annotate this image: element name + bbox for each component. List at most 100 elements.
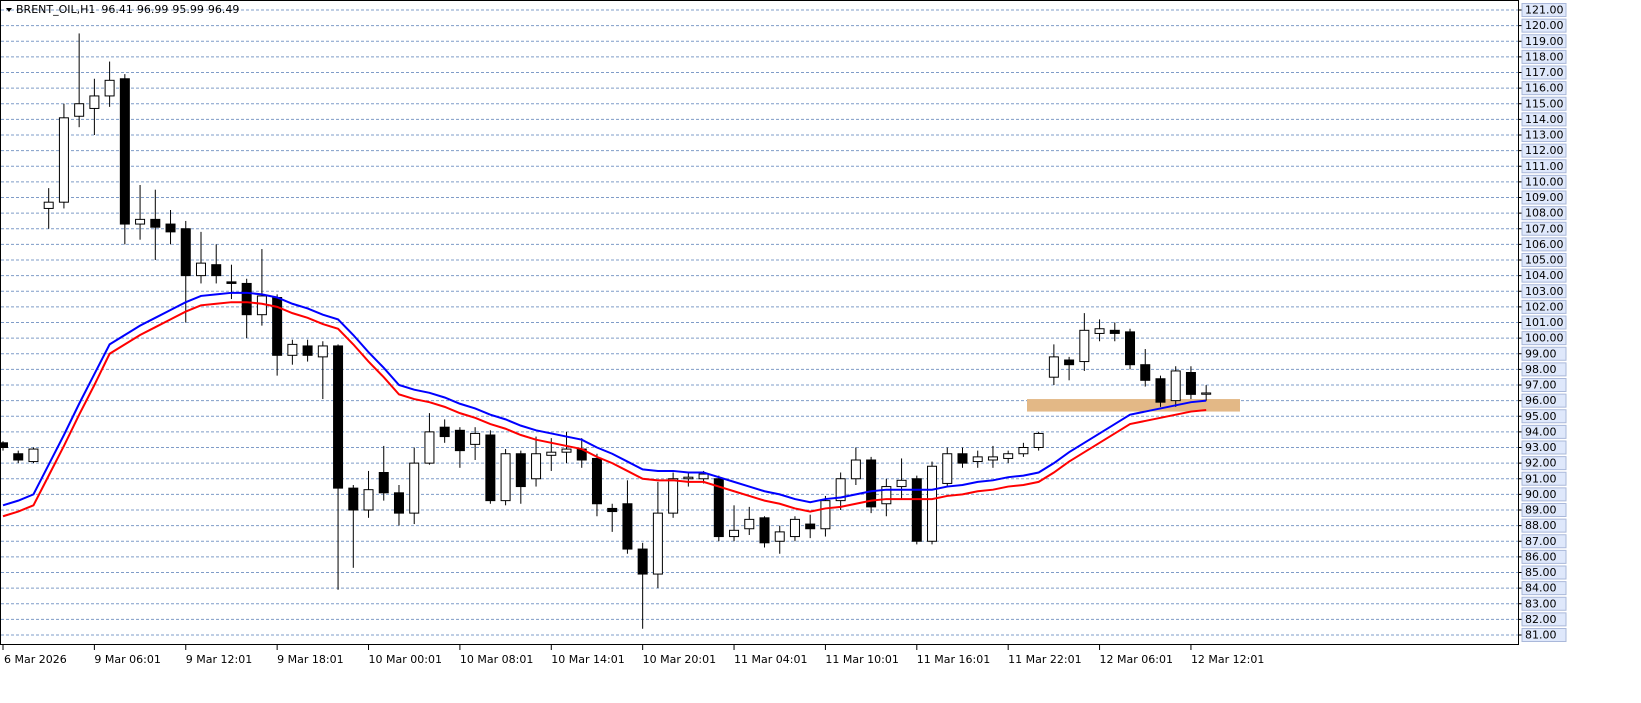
candle-body	[1079, 329, 1090, 363]
y-tick-label: 107.00	[1525, 222, 1564, 235]
candle-body	[652, 512, 663, 575]
y-label-box	[1521, 565, 1567, 580]
y-label-box	[1521, 409, 1567, 424]
y-label-box	[1521, 174, 1567, 189]
y-tick-label: 121.00	[1525, 4, 1564, 17]
y-label-box	[1521, 206, 1567, 221]
moving-average	[2, 291, 1207, 507]
moving-average	[2, 301, 1207, 518]
x-tick-label: 9 Mar 06:01	[94, 653, 160, 666]
chart-header: BRENT_OIL,H1 96.41 96.99 95.99 96.49	[16, 3, 239, 16]
candle-body	[74, 103, 85, 117]
candle-body	[409, 462, 420, 514]
y-label-box	[1521, 253, 1567, 267]
candle-body	[58, 117, 69, 203]
price-zone	[1027, 399, 1240, 412]
candle-body	[485, 434, 496, 502]
candle-body	[774, 531, 785, 542]
candle-body	[1155, 378, 1166, 403]
y-tick-label: 99.00	[1525, 347, 1557, 360]
candle-body	[43, 201, 54, 209]
candle-body	[302, 345, 313, 356]
x-tick-label: 11 Mar 04:01	[734, 653, 807, 666]
x-tick-label: 11 Mar 10:01	[825, 653, 898, 666]
candle-body	[1185, 372, 1196, 395]
y-label-box	[1521, 18, 1567, 33]
y-label-box	[1521, 331, 1567, 346]
y-tick-label: 83.00	[1525, 597, 1557, 610]
y-label-box	[1521, 549, 1567, 564]
y-tick-label: 118.00	[1525, 50, 1564, 63]
candle-body	[607, 507, 618, 513]
y-label-box	[1521, 581, 1567, 596]
x-tick-label: 6 Mar 2026	[4, 653, 67, 666]
candle-body	[942, 453, 953, 484]
x-tick-label: 10 Mar 14:01	[551, 653, 624, 666]
y-tick-label: 112.00	[1525, 144, 1564, 157]
candle-body	[89, 95, 100, 109]
y-tick-label: 84.00	[1525, 582, 1557, 595]
candle-body	[1201, 392, 1212, 395]
candle-body	[1094, 328, 1105, 334]
y-label-box	[1521, 487, 1567, 502]
candle-body	[393, 492, 404, 514]
candle-body	[1018, 447, 1029, 455]
y-label-box	[1521, 128, 1567, 142]
y-label-box	[1521, 362, 1567, 377]
y-tick-label: 98.00	[1525, 363, 1557, 376]
y-label-box	[1521, 237, 1567, 252]
candle-body	[470, 432, 481, 445]
y-label-box	[1521, 159, 1567, 174]
y-tick-label: 109.00	[1525, 191, 1564, 204]
candle-body	[287, 343, 298, 356]
candle-body	[317, 345, 328, 358]
candle-body	[135, 218, 146, 225]
candle-body	[622, 503, 633, 550]
y-label-box	[1521, 49, 1567, 64]
candle-body	[119, 78, 130, 225]
y-tick-label: 82.00	[1525, 613, 1557, 626]
candle-body	[1033, 432, 1044, 448]
y-label-box	[1521, 190, 1567, 205]
y-label-box	[1521, 393, 1567, 408]
y-tick-label: 103.00	[1525, 285, 1564, 298]
candle-body	[957, 453, 968, 464]
y-label-box	[1521, 424, 1567, 439]
y-tick-label: 120.00	[1525, 19, 1564, 32]
y-tick-label: 97.00	[1525, 379, 1557, 392]
candle-body	[211, 264, 222, 277]
candle-body	[927, 465, 938, 542]
y-tick-label: 111.00	[1525, 160, 1564, 173]
x-tick-label: 10 Mar 20:01	[643, 653, 716, 666]
y-tick-label: 101.00	[1525, 316, 1564, 329]
y-tick-label: 92.00	[1525, 457, 1557, 470]
candle-body	[1170, 370, 1181, 402]
candle-body	[13, 453, 24, 461]
candle-body	[850, 459, 861, 480]
candle-body	[333, 345, 344, 489]
y-tick-label: 115.00	[1525, 97, 1564, 110]
candle-body	[1064, 359, 1075, 366]
x-tick-label: 11 Mar 16:01	[917, 653, 990, 666]
candle-body	[500, 453, 511, 502]
candle-body	[515, 453, 526, 488]
y-tick-label: 86.00	[1525, 550, 1557, 563]
y-label-box	[1521, 346, 1567, 361]
y-tick-label: 114.00	[1525, 113, 1564, 126]
y-label-box	[1521, 3, 1567, 17]
candle-body	[531, 453, 542, 480]
candle-body	[454, 429, 465, 452]
y-label-box	[1521, 612, 1567, 627]
candle-body	[698, 473, 709, 480]
candle-body	[0, 442, 8, 448]
y-label-box	[1521, 534, 1567, 549]
candle-body	[972, 456, 983, 463]
candle-body	[729, 529, 740, 538]
y-tick-label: 119.00	[1525, 35, 1564, 48]
x-tick-label: 12 Mar 12:01	[1191, 653, 1264, 666]
candle-body	[835, 478, 846, 502]
ohlc-value: 96.41	[101, 3, 133, 16]
candle-body	[866, 459, 877, 508]
candle-body	[820, 500, 831, 530]
